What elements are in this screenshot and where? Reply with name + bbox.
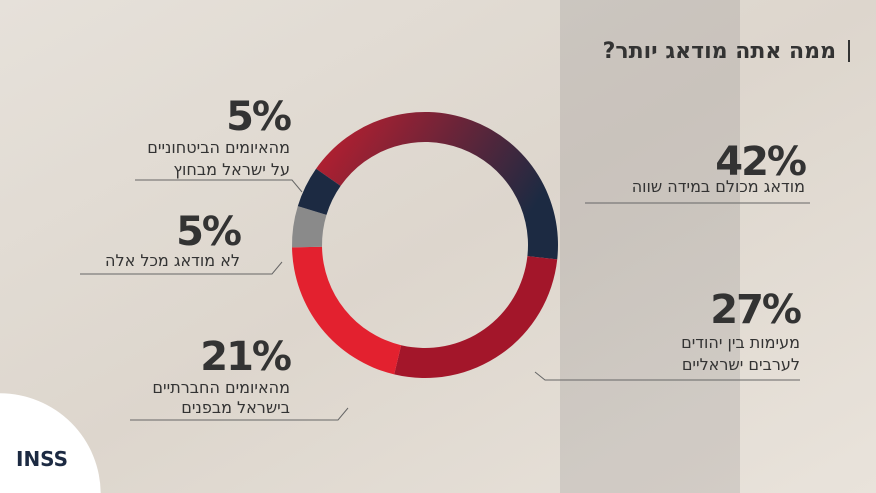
category-label: לערבים ישראליים xyxy=(682,355,800,374)
donut-segment xyxy=(292,246,402,375)
donut-segment xyxy=(316,111,559,260)
value-label: 5% xyxy=(226,94,291,140)
category-label: מהאיומים החברתיים xyxy=(152,378,290,397)
logo-bg xyxy=(0,393,101,493)
logo: INSS xyxy=(16,447,68,471)
value-label: 21% xyxy=(200,334,291,380)
category-label: מעימות בין יהודים xyxy=(681,333,800,352)
value-label: 42% xyxy=(715,139,806,185)
category-label: מהאיומים הביטחוניים xyxy=(147,138,290,157)
category-label: על ישראל מבחוץ xyxy=(173,160,290,179)
leader-line xyxy=(130,407,349,421)
donut-segment xyxy=(297,168,341,215)
title-bar xyxy=(848,40,850,62)
leader-line xyxy=(534,371,800,381)
category-label: בישראל מבפנים xyxy=(181,398,290,417)
category-label: לא מודאג מכל אלה xyxy=(105,251,240,270)
donut-segment xyxy=(394,256,558,378)
leader-line xyxy=(80,261,283,275)
value-label: 27% xyxy=(710,287,801,333)
chart-title: ממה אתה מודאג יותר? xyxy=(603,39,836,64)
donut-segment xyxy=(292,206,327,248)
category-label: מודאג מכולם במידה שווה xyxy=(632,177,805,196)
leader-line xyxy=(135,179,303,193)
value-label: 5% xyxy=(176,209,241,255)
photo-figure xyxy=(560,0,740,493)
